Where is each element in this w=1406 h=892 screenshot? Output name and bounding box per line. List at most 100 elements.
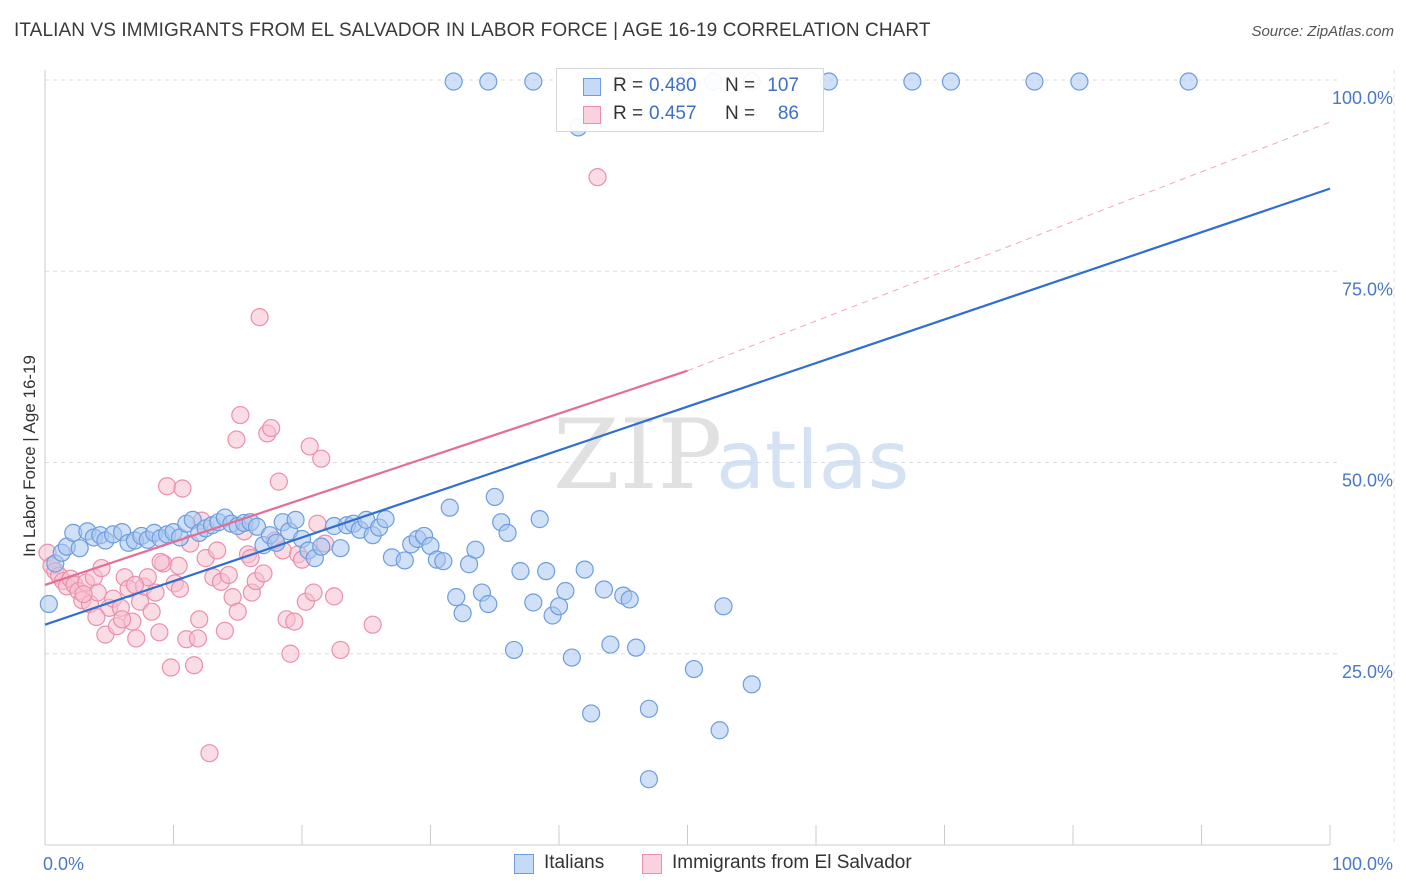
data-point [639, 699, 659, 718]
watermark-zip: ZIP [553, 399, 722, 511]
data-point [466, 540, 485, 559]
chart-title: ITALIAN VS IMMIGRANTS FROM EL SALVADOR I… [14, 20, 931, 41]
data-point [190, 610, 209, 629]
data-point [626, 638, 646, 657]
data-point [200, 744, 219, 763]
y-tick-label: 100.0% [1332, 88, 1393, 108]
legend-label-italians: Italians [544, 852, 605, 873]
data-point [582, 704, 601, 723]
source-credit: Source: ZipAtlas.com [1251, 23, 1394, 40]
legend-n-value: 107 [767, 75, 799, 96]
data-point [281, 644, 300, 663]
data-point [479, 72, 498, 91]
data-point [537, 562, 556, 581]
data-point [215, 621, 234, 640]
data-point [142, 602, 161, 621]
data-point [1025, 72, 1044, 91]
data-point [684, 659, 704, 679]
watermark-atlas: atlas [716, 414, 909, 507]
legend-n-label: N = [725, 75, 756, 96]
grid-lines [45, 70, 1395, 845]
data-point [219, 565, 238, 585]
data-point [173, 479, 192, 498]
data-point [376, 510, 395, 529]
legend-r-label: R = [613, 103, 644, 124]
data-point [588, 168, 607, 187]
data-point [524, 593, 543, 612]
data-point [444, 72, 463, 91]
legend-r-label: R = [613, 75, 644, 96]
x-tick-label: 0.0% [43, 854, 84, 874]
data-point [639, 770, 659, 789]
data-point [312, 449, 331, 468]
legend-n-value: 86 [777, 103, 799, 124]
data-point [594, 580, 614, 599]
data-point [262, 418, 281, 438]
data-point [254, 564, 273, 583]
data-point [620, 590, 639, 609]
data-point [39, 594, 58, 614]
data-point [1070, 72, 1089, 91]
y-tick-label: 75.0% [1342, 279, 1393, 299]
y-tick-label: 25.0% [1342, 662, 1393, 682]
legend-label-el-salvador: Immigrants from El Salvador [672, 852, 912, 873]
data-point [169, 556, 188, 575]
data-point [74, 584, 93, 604]
data-point [331, 640, 350, 660]
data-point [269, 472, 288, 491]
data-point [556, 581, 575, 601]
watermark: ZIP atlas [553, 399, 909, 511]
data-point [504, 640, 524, 660]
data-point [1179, 72, 1198, 91]
data-point [530, 510, 549, 529]
data-point [485, 487, 504, 507]
data-point [714, 597, 733, 616]
data-point [127, 629, 146, 648]
data-point [453, 604, 472, 623]
data-point [742, 675, 761, 694]
data-point [325, 587, 344, 606]
data-point [549, 597, 569, 616]
regression-lines [44, 121, 1331, 626]
data-point [363, 615, 382, 634]
legend-r-value: 0.457 [649, 103, 697, 124]
legend-row-el-salvador: R = 0.457 N = 86 [557, 101, 823, 129]
regression-line-el-salvador [44, 369, 688, 586]
legend-r-value: 0.480 [649, 75, 697, 96]
data-point [170, 579, 190, 598]
series-legend: Italians Immigrants from El Salvador [0, 850, 1406, 880]
data-point [312, 537, 331, 556]
data-point [710, 721, 729, 740]
legend-swatch-pink [642, 854, 662, 874]
data-point [562, 648, 581, 667]
data-point [440, 498, 459, 517]
data-point [304, 583, 323, 602]
data-point [941, 72, 961, 91]
data-point [228, 602, 247, 621]
data-point [447, 588, 466, 607]
data-point [188, 629, 208, 648]
data-point [286, 510, 305, 529]
data-point [285, 612, 304, 631]
data-point [511, 562, 530, 581]
legend-n-label: N = [725, 103, 756, 124]
data-point [227, 430, 246, 449]
data-point [434, 552, 453, 571]
data-point [125, 575, 145, 595]
data-point [331, 539, 350, 558]
legend-swatch-pink [583, 106, 601, 124]
stats-legend: R = 0.480 N = 107 R = 0.457 N = 86 [556, 68, 824, 132]
data-point [601, 635, 620, 654]
data-point [70, 539, 89, 558]
data-point [247, 517, 267, 536]
data-point [184, 656, 204, 675]
data-point [395, 551, 414, 570]
data-point [157, 477, 177, 496]
x-tick-label: 100.0% [1332, 854, 1393, 874]
data-point [498, 523, 517, 542]
data-point [112, 610, 132, 629]
regression-line-italians [44, 187, 1331, 626]
regression-line-el-salvador-extension [687, 121, 1331, 372]
data-point [524, 72, 543, 91]
